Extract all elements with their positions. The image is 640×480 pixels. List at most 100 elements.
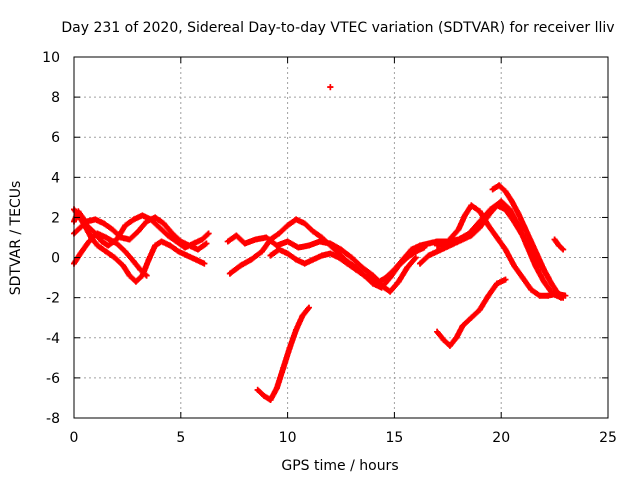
data-point: [553, 288, 560, 295]
data-point: [126, 236, 133, 243]
data-point: [143, 218, 150, 225]
data-point: [92, 216, 99, 223]
data-point: [536, 292, 543, 299]
data-point: [203, 240, 210, 247]
y-tick-label: -6: [46, 371, 60, 387]
data-point: [519, 232, 526, 239]
data-point: [135, 228, 142, 235]
data-point: [267, 252, 274, 259]
series-trace-i: [434, 276, 509, 349]
data-point: [387, 274, 394, 281]
data-point: [194, 246, 201, 253]
data-point: [378, 282, 385, 289]
data-point: [528, 286, 535, 293]
data-point: [301, 260, 308, 267]
chart-title: Day 231 of 2020, Sidereal Day-to-day VTE…: [61, 20, 614, 36]
data-point: [103, 234, 110, 241]
data-point: [532, 262, 539, 269]
data-point: [318, 252, 325, 259]
series-outlier: [327, 84, 334, 91]
y-tick-label: 6: [51, 130, 60, 146]
data-point: [476, 306, 483, 313]
data-point: [137, 266, 144, 273]
data-point: [425, 252, 432, 259]
y-tick-label: -8: [46, 411, 60, 427]
y-tick-label: -2: [46, 291, 60, 307]
x-axis-label: GPS time / hours: [281, 458, 398, 474]
data-point: [113, 240, 120, 247]
x-tick-label: 20: [492, 430, 510, 446]
data-point: [344, 260, 351, 267]
data-point: [502, 276, 509, 283]
y-tick-label: 8: [51, 90, 60, 106]
data-point: [395, 278, 402, 285]
data-point: [555, 242, 562, 249]
series-trace: [254, 304, 312, 403]
data-point: [120, 262, 127, 269]
data-point: [370, 276, 377, 283]
data-point: [485, 292, 492, 299]
data-point: [94, 230, 101, 237]
y-tick-label: 0: [51, 251, 60, 267]
data-point: [434, 242, 441, 249]
data-point: [164, 232, 171, 239]
data-point: [241, 240, 248, 247]
data-point: [248, 256, 255, 263]
data-point: [338, 246, 344, 253]
series-trace-d: [71, 230, 150, 279]
data-point: [493, 234, 500, 241]
data-point: [434, 328, 441, 335]
data-point: [175, 248, 182, 255]
data-point: [201, 260, 208, 267]
data-point: [536, 260, 543, 267]
data-point: [545, 292, 552, 299]
y-tick-label: 4: [51, 170, 60, 186]
data-point: [130, 216, 137, 223]
data-point: [459, 322, 466, 329]
data-point: [348, 254, 355, 261]
data-point: [226, 270, 233, 277]
data-point: [267, 236, 274, 243]
data-point: [459, 236, 466, 243]
data-point: [528, 246, 535, 253]
data-point: [327, 250, 334, 257]
data-point: [511, 262, 518, 269]
data-point: [421, 244, 428, 251]
series-trace-l: [417, 202, 552, 281]
data-point: [233, 232, 240, 239]
data-point: [169, 230, 176, 237]
data-point: [496, 182, 503, 189]
data-point: [395, 262, 402, 269]
data-point: [417, 260, 424, 267]
axis-ticks: 0 5 10 15 20 25 -8 -6 -4 -2 0 2 4 6 8 10: [42, 50, 617, 446]
data-point: [461, 212, 468, 219]
series-trace-f: [226, 216, 428, 291]
data-point: [85, 238, 92, 245]
data-point: [145, 256, 152, 263]
data-point: [284, 238, 291, 245]
x-tick-label: 15: [385, 430, 403, 446]
data-point: [551, 236, 558, 243]
data-point: [152, 214, 159, 221]
data-point: [327, 84, 334, 91]
data-point: [515, 210, 522, 217]
data-point: [453, 334, 460, 341]
data-point: [540, 278, 547, 285]
data-point: [468, 232, 475, 239]
data-point: [199, 236, 206, 243]
data-point: [237, 262, 244, 269]
data-point: [143, 272, 150, 279]
data-point: [280, 364, 287, 371]
data-point: [132, 278, 139, 285]
data-point: [519, 274, 526, 281]
data-point: [160, 220, 167, 227]
data-point: [261, 392, 268, 399]
data-point: [224, 238, 231, 245]
data-point: [258, 248, 265, 255]
data-point: [451, 240, 458, 247]
data-point: [476, 224, 483, 231]
data-point: [434, 248, 441, 255]
data-point: [305, 242, 312, 249]
data-point: [276, 230, 283, 237]
